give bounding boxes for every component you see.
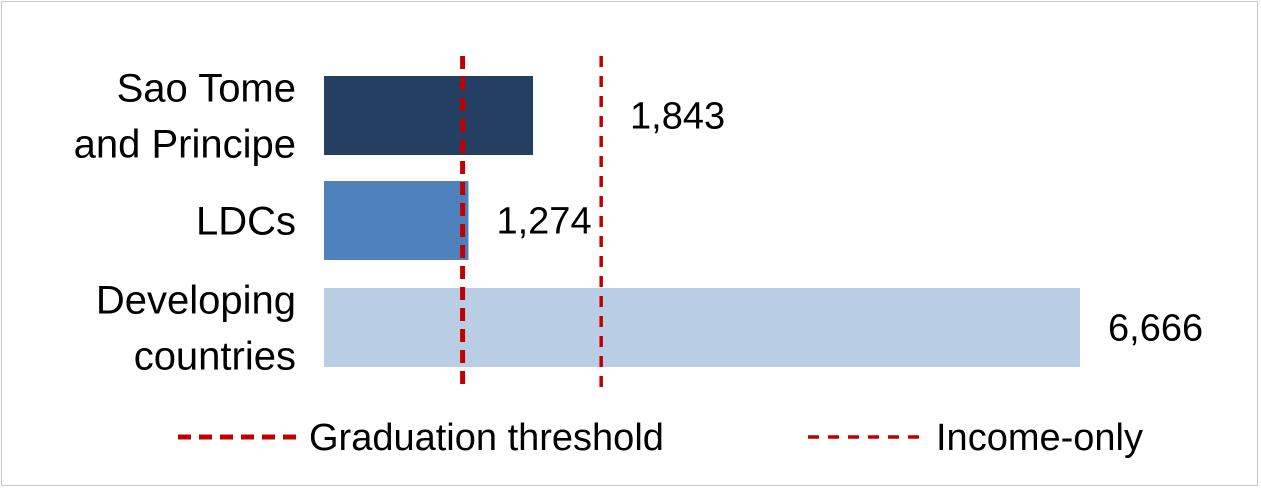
legend-label-1: Income-only (936, 417, 1143, 459)
value-label-1: 1,274 (496, 201, 591, 243)
bars-layer (324, 76, 1080, 367)
labels-layer: Sao Tome and Principe 1,843 LDCs 1,274 Develo… (74, 67, 1203, 379)
bar-2 (324, 288, 1080, 367)
legend-label-0: Graduation threshold (309, 417, 664, 459)
legend: Graduation threshold Income-only (178, 417, 1143, 459)
bar-0 (324, 76, 534, 155)
category-label-1: LDCs (196, 200, 296, 244)
bar-1 (324, 181, 469, 260)
category-label-0: Sao Tome and Principe (74, 67, 296, 167)
value-label-0: 1,843 (630, 96, 725, 138)
value-label-2: 6,666 (1108, 308, 1203, 350)
reference-lines-layer (460, 56, 603, 388)
category-label-2: Developing countries (96, 279, 296, 379)
